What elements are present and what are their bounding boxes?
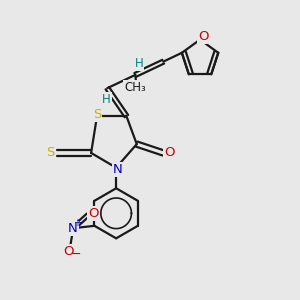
Text: N: N xyxy=(68,222,78,235)
Text: N: N xyxy=(113,163,122,176)
Text: O: O xyxy=(164,146,175,159)
Text: S: S xyxy=(46,146,55,159)
Text: CH₃: CH₃ xyxy=(124,81,146,94)
Text: −: − xyxy=(70,248,81,261)
Text: H: H xyxy=(135,57,143,70)
Text: S: S xyxy=(93,108,101,121)
Text: O: O xyxy=(88,207,98,220)
Text: H: H xyxy=(102,93,111,106)
Text: O: O xyxy=(64,244,74,258)
Text: +: + xyxy=(74,218,81,228)
Text: O: O xyxy=(198,30,209,43)
